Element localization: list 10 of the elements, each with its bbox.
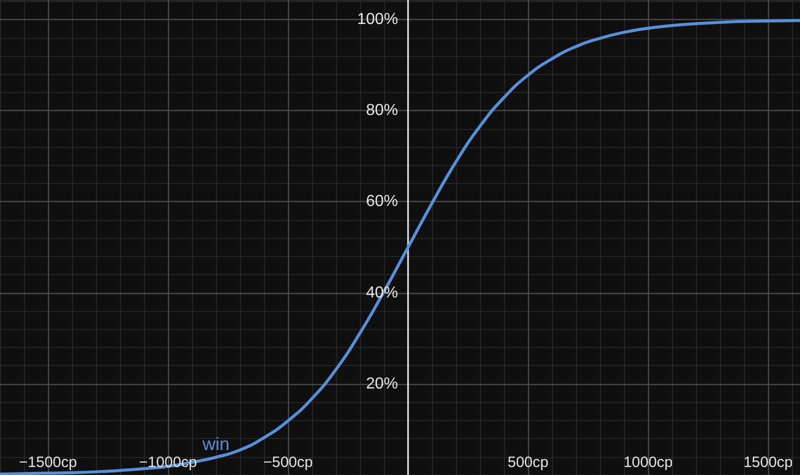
x-tick-label: −1500cp [19, 454, 77, 471]
series-label: win [202, 434, 230, 454]
x-tick-label: 1500cp [743, 454, 793, 471]
x-tick-label: −500cp [263, 454, 313, 471]
y-tick-label: 100% [357, 11, 398, 28]
y-tick-label: 80% [366, 102, 398, 120]
y-tick-label: 60% [366, 193, 398, 210]
y-tick-label: 20% [366, 375, 398, 392]
x-tick-label: 500cp [508, 454, 548, 471]
x-tick-label: 1000cp [623, 454, 673, 471]
